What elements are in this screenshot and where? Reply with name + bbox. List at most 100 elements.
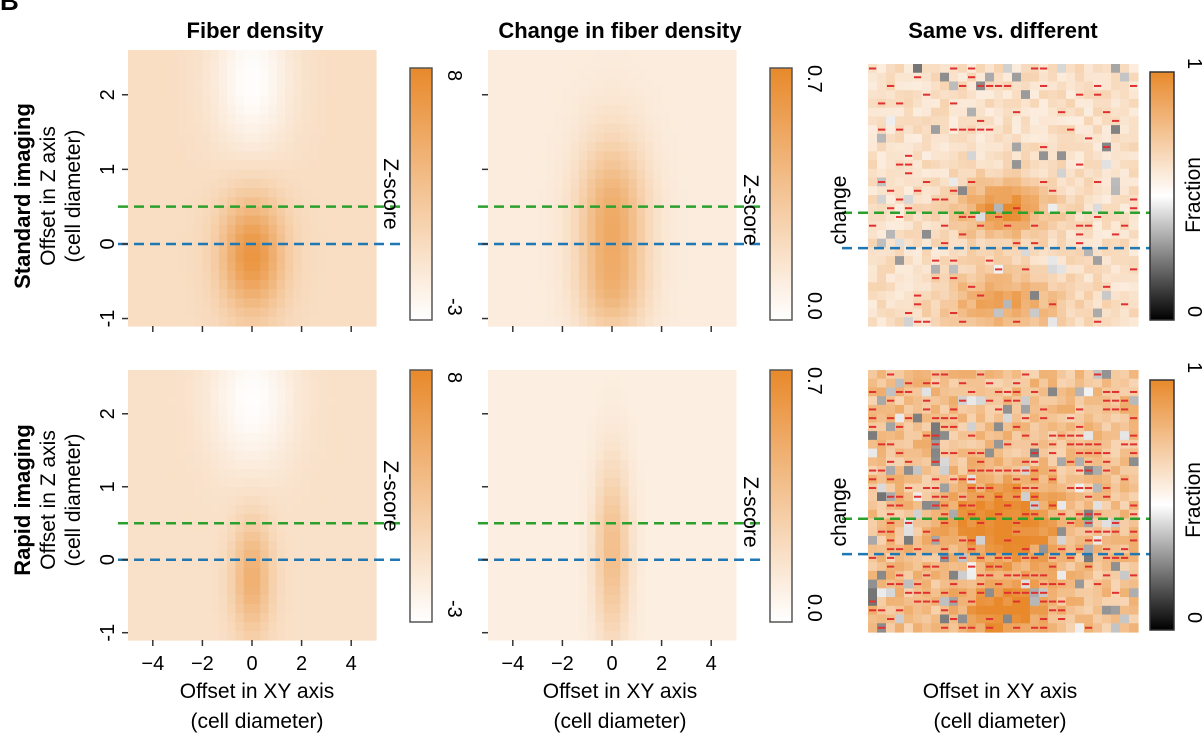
heatmap-cell <box>218 188 228 198</box>
heatmap-cell <box>1093 125 1103 135</box>
heatmap-cell <box>260 261 270 272</box>
heatmap-cell <box>342 215 352 226</box>
heatmap-cell <box>645 151 654 161</box>
heatmap-cell <box>177 496 187 506</box>
heatmap-cell <box>128 289 137 299</box>
heatmap-cell <box>276 397 286 407</box>
heatmap-cell <box>562 577 572 587</box>
heatmap-cell <box>913 413 923 423</box>
heatmap-cell <box>686 160 696 171</box>
heatmap-cell <box>285 178 294 189</box>
heatmap-cell <box>931 623 941 633</box>
heatmap-cell <box>161 469 170 479</box>
heatmap-cell <box>496 388 506 398</box>
heatmap-cell <box>1120 203 1130 214</box>
significance-marker <box>977 128 985 131</box>
heatmap-cell <box>152 595 162 605</box>
heatmap-cell <box>545 50 555 60</box>
heatmap-cell <box>177 307 187 318</box>
heatmap-cell <box>727 424 737 434</box>
heatmap-cell <box>309 151 319 161</box>
heatmap-cell <box>669 487 679 497</box>
heatmap-cell <box>342 289 352 299</box>
heatmap-cell <box>144 586 154 596</box>
heatmap-cell <box>301 252 311 263</box>
heatmap-cell <box>868 439 878 450</box>
heatmap-cell <box>136 505 146 515</box>
heatmap-cell <box>931 614 941 624</box>
heatmap-cell <box>578 586 588 596</box>
heatmap-cell <box>976 160 986 170</box>
heatmap-cell <box>136 224 146 235</box>
heatmap-cell <box>268 622 278 632</box>
heatmap-cell <box>587 577 597 587</box>
heatmap-cell <box>719 86 729 97</box>
heatmap-cell <box>285 123 294 134</box>
heatmap-cell <box>994 238 1004 248</box>
heatmap-cell <box>570 397 580 407</box>
heatmap-cell <box>694 169 704 180</box>
heatmap-cell <box>578 68 588 79</box>
heatmap-cell <box>1102 177 1112 187</box>
heatmap-cell <box>578 215 588 226</box>
heatmap-cell <box>194 568 203 578</box>
heatmap-cell <box>1102 98 1112 109</box>
heatmap-cell <box>886 160 896 170</box>
y-tick-label: -1 <box>97 624 119 642</box>
heatmap-cell <box>554 142 563 152</box>
heatmap-cell <box>661 424 671 434</box>
significance-marker <box>905 417 913 420</box>
heatmap-cell <box>868 238 878 248</box>
heatmap-cell <box>252 496 261 506</box>
heatmap-cell <box>351 550 361 560</box>
heatmap-cell <box>210 224 220 235</box>
heatmap-cell <box>653 280 663 290</box>
heatmap-cell <box>1075 142 1085 152</box>
heatmap-cell <box>359 433 369 443</box>
heatmap-cell <box>342 631 352 641</box>
heatmap-cell <box>678 132 687 143</box>
heatmap-cell <box>612 397 621 407</box>
heatmap-cell <box>1075 107 1085 117</box>
heatmap-cell <box>620 541 630 551</box>
heatmap-cell <box>587 631 597 641</box>
heatmap-cell <box>504 559 514 569</box>
heatmap-cell <box>301 577 311 587</box>
heatmap-cell <box>367 487 377 497</box>
heatmap-cell <box>587 532 597 542</box>
heatmap-cell <box>136 370 146 380</box>
heatmap-cell <box>1075 282 1085 292</box>
heatmap-cell <box>636 586 646 596</box>
heatmap-cell <box>194 550 203 560</box>
heatmap-cell <box>488 613 497 623</box>
heatmap-cell <box>496 568 506 578</box>
heatmap-cell <box>128 86 137 97</box>
heatmap-cell <box>653 142 663 152</box>
heatmap-cell <box>570 59 580 69</box>
heatmap-cell <box>612 151 621 161</box>
heatmap-cell <box>913 448 923 458</box>
heatmap-cell <box>488 188 497 198</box>
heatmap-cell <box>1030 317 1040 327</box>
heatmap-cell <box>949 299 959 310</box>
heatmap-cell <box>177 142 187 152</box>
heatmap-cell <box>653 514 663 524</box>
heatmap-cell <box>177 252 187 263</box>
significance-marker <box>878 530 886 533</box>
heatmap-cell <box>904 623 914 633</box>
significance-marker <box>896 452 904 455</box>
heatmap-cell <box>243 86 253 97</box>
heatmap-cell <box>570 469 580 479</box>
heatmap-cell <box>678 280 687 290</box>
column-title-fiber-density: Fiber density <box>187 18 325 43</box>
heatmap-cell <box>686 523 696 533</box>
heatmap-cell <box>603 496 613 506</box>
heatmap-cell <box>545 370 555 380</box>
heatmap-cell <box>152 215 162 226</box>
heatmap-cell <box>895 439 905 450</box>
heatmap-cell <box>351 424 361 434</box>
heatmap-cell <box>904 81 914 91</box>
heatmap-cell <box>719 595 729 605</box>
heatmap-cell <box>620 188 630 198</box>
heatmap-cell <box>702 505 712 515</box>
